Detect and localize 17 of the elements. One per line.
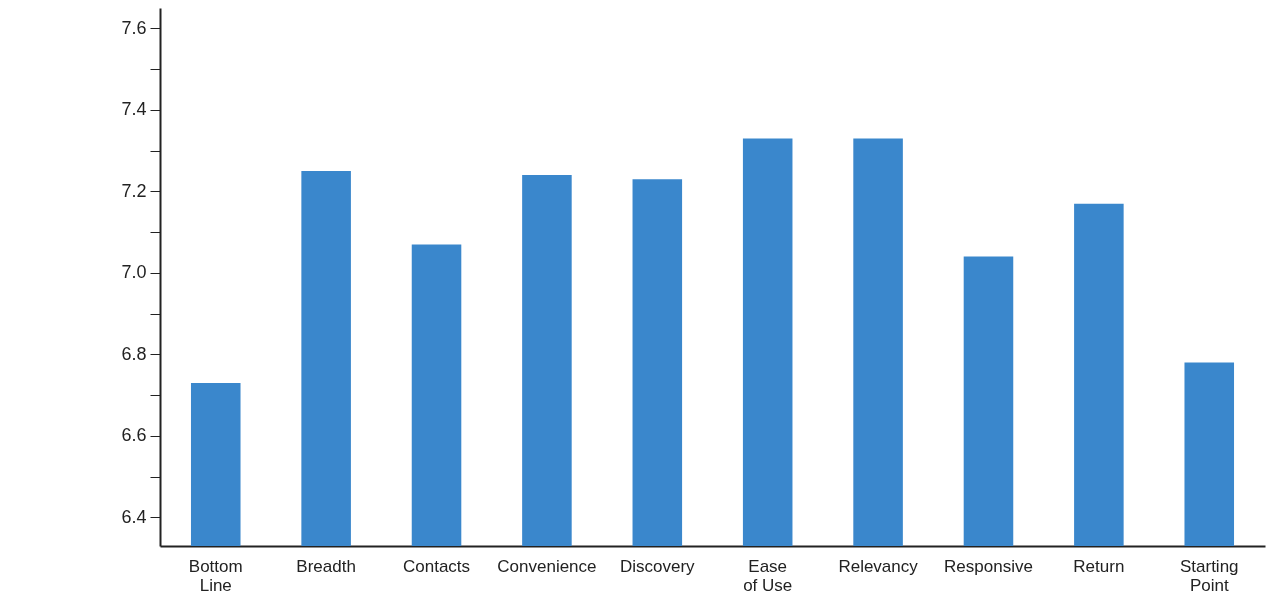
x-tick-label: Relevancy	[838, 556, 919, 576]
y-tick-label: 7.0	[121, 262, 147, 283]
y-tick-label: 6.8	[121, 343, 147, 364]
x-tick-label: Starting Point	[1179, 556, 1239, 595]
y-tick-label: 7.2	[121, 180, 147, 201]
x-tick-label: Breadth	[296, 556, 356, 576]
x-tick-label: Bottom Line	[188, 556, 243, 595]
x-tick-label: Discovery	[619, 556, 696, 576]
y-tick-label: 7.6	[121, 17, 147, 38]
x-tick-label: Ease of Use	[743, 556, 793, 595]
y-tick-label: 6.6	[121, 425, 147, 446]
y-tick-label: 7.4	[121, 99, 147, 120]
x-tick-label: Return	[1073, 556, 1125, 576]
x-tick-label: Convenience	[497, 556, 597, 576]
x-tick-label: Contacts	[402, 556, 471, 576]
x-tick-label: Responsive	[944, 556, 1033, 576]
y-tick-label: 6.4	[121, 506, 147, 527]
